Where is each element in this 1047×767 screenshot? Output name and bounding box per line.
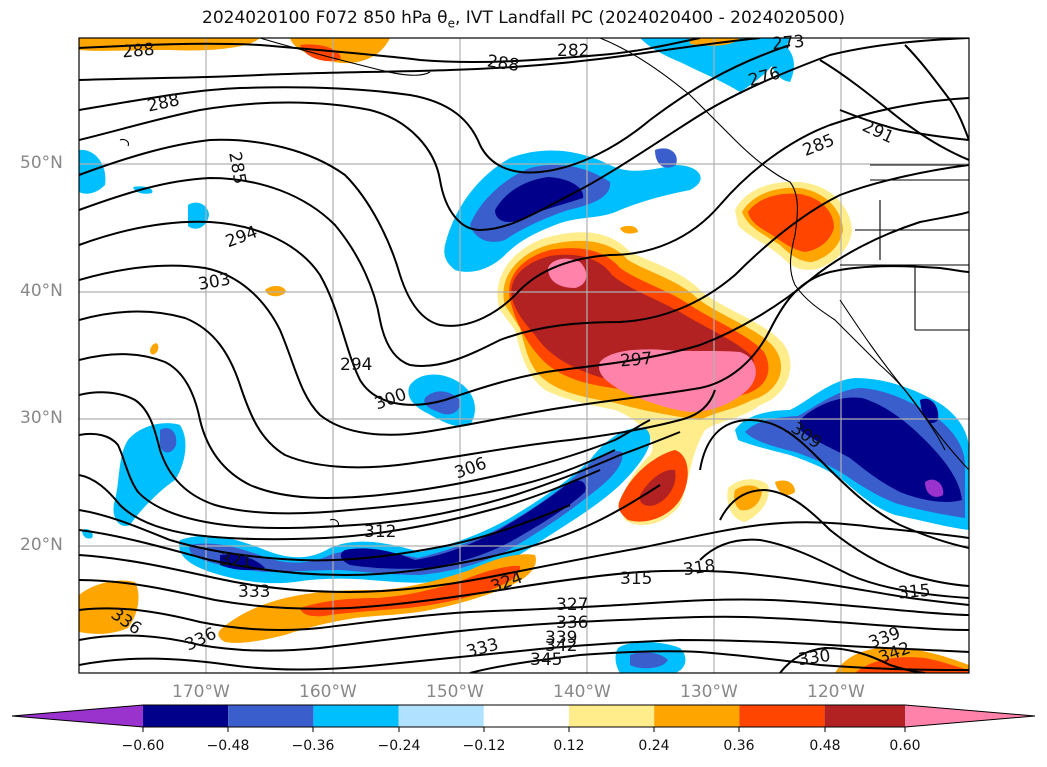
contour-label: 318 [682,556,717,580]
negative-anomaly-patch [160,428,177,453]
contour-label: 321 [219,549,253,572]
positive-anomaly-patch [265,286,286,297]
lon-label: 140°W [553,682,611,702]
positive-anomaly-patch [690,38,740,46]
negative-anomaly-patch [220,554,265,571]
positive-anomaly-patch [639,469,676,506]
colorbar-segment [569,705,655,727]
positive-anomaly-patch [620,225,638,234]
colorbar-tick-label: 0.60 [889,738,921,754]
positive-anomaly-patch [79,580,139,634]
positive-anomaly-patch [150,343,159,355]
contour-label: 315 [620,569,652,589]
plot-frame [78,37,970,674]
colorbar-segment [824,705,905,727]
lon-label: 130°W [680,682,738,702]
contour-label: 288 [121,40,155,63]
contour-label: 327 [556,595,588,615]
theta-e-contours [79,38,969,673]
graticule [79,38,969,673]
contour-label: 282 [557,41,589,61]
lat-label: 40°N [20,281,63,301]
positive-anomaly-patch [748,193,834,252]
colorbar-segment [143,705,229,727]
negative-anomaly-patch [189,451,623,575]
colorbar-segment [313,705,399,727]
contour-label: 297 [619,349,653,372]
colorbar-tick-label: −0.60 [121,738,165,754]
lon-label: 160°W [299,682,357,702]
negative-anomaly-patch [640,38,790,92]
contour-label: 315 [897,581,931,604]
lat-label: 50°N [20,153,63,173]
colorbar-tick-label: −0.24 [377,738,421,754]
negative-anomaly-patch [340,480,586,569]
lon-label: 120°W [807,682,865,702]
contour-label: 273 [771,32,805,55]
lat-label: 20°N [20,535,63,555]
negative-anomaly-patch [495,177,584,222]
shading-layer [79,38,969,673]
colorbar-tick-label: 0.48 [809,738,841,754]
colorbar-tick-label: 0.24 [638,738,670,754]
colorbar-segment [483,705,569,727]
colorbar-tick-label: 0.36 [723,738,755,754]
colorbar-tick-label: 0.12 [553,738,585,754]
lon-label: 170°W [172,682,230,702]
colorbar-tick-label: −0.48 [206,738,250,754]
colorbar-segment [398,705,484,727]
colorbar-extend-high [905,705,1035,727]
colorbar-segment [739,705,825,727]
lon-label: 150°W [426,682,484,702]
colorbar-segment [228,705,314,727]
colorbar [11,704,1036,732]
negative-anomaly-patch [179,427,651,584]
negative-anomaly-patch [925,479,944,497]
contour-label: 312 [364,522,396,542]
negative-anomaly-patch [655,148,677,168]
contour-label: 333 [238,582,270,602]
contour-label: 288 [486,52,521,76]
contour-label: 330 [797,646,832,670]
positive-anomaly-patch [300,565,521,617]
figure-title: 2024020100 F072 850 hPa θe, IVT Landfall… [202,8,845,31]
colorbar-tick-label: −0.12 [462,738,506,754]
contour-label: 342 [545,636,577,656]
colorbar-tick-label: −0.36 [291,738,335,754]
negative-anomaly-patch [79,149,106,194]
contour-label: 294 [340,355,372,375]
lat-label: 30°N [20,408,63,428]
contour-label: 339 [545,628,577,648]
positive-anomaly-patch [290,38,390,64]
contour-label: 345 [530,650,562,670]
negative-anomaly-patch [630,652,668,669]
positive-anomaly-patch [775,480,795,495]
contour-label: 336 [556,613,588,633]
colorbar-extend-low [12,705,143,727]
colorbar-segment [654,705,740,727]
